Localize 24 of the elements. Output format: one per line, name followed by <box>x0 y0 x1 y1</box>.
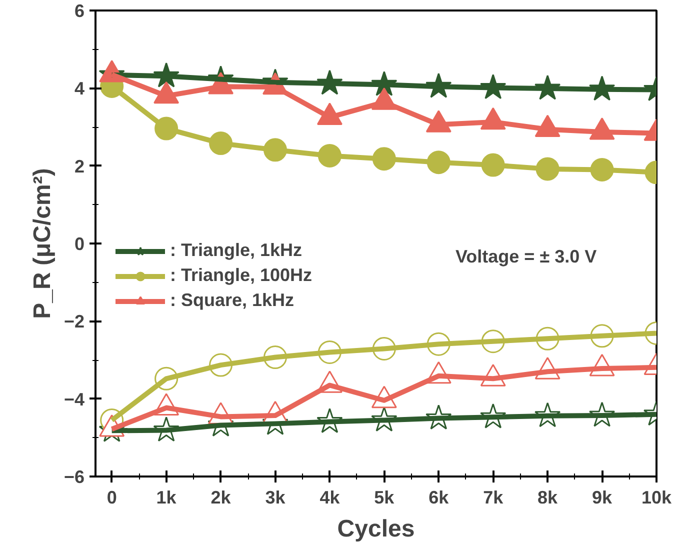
x-tick-label: 4k <box>320 488 341 508</box>
x-axis-title: Cycles <box>337 516 415 542</box>
y-tick-label: −2 <box>64 312 85 332</box>
x-tick-label: 9k <box>592 488 614 508</box>
x-tick-label: 5k <box>374 488 396 508</box>
x-tick-label: 8k <box>538 488 559 508</box>
x-tick-label: 7k <box>483 488 504 508</box>
x-tick-label: 2k <box>210 488 232 508</box>
y-tick-label: −6 <box>64 467 85 487</box>
x-tick-label: 10k <box>641 488 673 508</box>
y-tick-label: 0 <box>74 234 85 254</box>
y-tick-label: 2 <box>74 156 85 176</box>
legend-label: : Square, 1kHz <box>170 290 294 311</box>
x-tick-label: 0 <box>106 488 117 508</box>
y-tick-label: 4 <box>74 78 85 99</box>
legend-label: : Triangle, 100Hz <box>170 265 312 286</box>
y-tick-label: −4 <box>64 389 85 410</box>
x-tick-label: 6k <box>428 488 450 508</box>
y-tick-label: 6 <box>74 1 85 21</box>
legend-label: : Triangle, 1kHz <box>170 240 302 261</box>
y-axis-title: P_R (μC/cm²) <box>28 168 56 319</box>
annotation: Voltage = ± 3.0 V <box>456 246 597 266</box>
x-tick-label: 3k <box>265 488 286 508</box>
x-tick-label: 1k <box>156 488 178 508</box>
